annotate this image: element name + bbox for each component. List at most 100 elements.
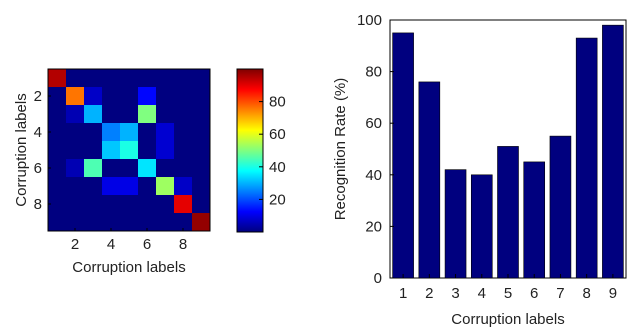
heatmap-cell xyxy=(84,213,103,232)
heatmap-cell xyxy=(48,159,67,178)
heatmap-cell xyxy=(84,141,103,160)
bar xyxy=(549,135,572,279)
heatmap-cell xyxy=(192,177,211,196)
heatmap-cell xyxy=(102,105,121,124)
heatmap-cell xyxy=(156,87,175,106)
heatmap-cell xyxy=(156,213,175,232)
heatmap-cell xyxy=(66,159,85,178)
heatmap-cell xyxy=(102,69,121,88)
heatmap-cell xyxy=(120,213,139,232)
bar-x-ticks: 1 2 3 4 5 6 7 8 9 xyxy=(399,274,617,302)
heatmap-cell xyxy=(84,87,103,106)
bar xyxy=(392,32,414,279)
heatmap-cell xyxy=(66,69,85,88)
heatmap-cell xyxy=(192,195,211,214)
heatmap-cell xyxy=(84,159,103,178)
bar-y-tick-label: 80 xyxy=(365,64,382,81)
heatmap-x-axis-label: Corruption labels xyxy=(72,259,185,276)
heatmap-cell xyxy=(66,105,85,124)
heatmap-cell xyxy=(120,195,139,214)
heatmap-frame xyxy=(47,68,211,232)
bar-y-tick-label: 20 xyxy=(365,218,382,235)
bar-y-tick-label: 0 xyxy=(374,270,382,287)
heatmap-cell xyxy=(66,195,85,214)
bar xyxy=(418,81,441,279)
heatmap-cell xyxy=(156,105,175,124)
heatmap-y-ticks: 2 4 6 8 xyxy=(34,88,51,213)
heatmap-cell xyxy=(138,69,157,88)
heatmap-cell xyxy=(192,123,211,142)
colorbar-gradient xyxy=(236,68,264,233)
heatmap-cell xyxy=(120,141,139,160)
heatmap-cell xyxy=(66,123,85,142)
bar-chart-axes: 0 20 40 60 80 100 1 2 3 4 5 6 7 8 9 Corruption labels… xyxy=(332,12,627,328)
heatmap-cell xyxy=(102,195,121,214)
heatmap-cell xyxy=(120,177,139,196)
heatmap-x-ticks: 2 4 6 8 xyxy=(71,228,187,253)
heatmap-cell xyxy=(174,123,193,142)
colorbar: 20 40 60 80 xyxy=(236,68,286,233)
heatmap-x-tick-label: 6 xyxy=(143,236,151,253)
heatmap-cell xyxy=(174,87,193,106)
bar-x-tick-label: 3 xyxy=(451,285,459,302)
heatmap-cell xyxy=(48,69,67,88)
bar-x-tick-label: 2 xyxy=(425,285,433,302)
heatmap-cell xyxy=(192,141,211,160)
bar-x-tick-label: 7 xyxy=(556,285,564,302)
heatmap-axes: 2 4 6 8 2 4 6 8 Corruption labels Corruption l… xyxy=(13,68,211,276)
heatmap-cell xyxy=(48,195,67,214)
heatmap-cell xyxy=(138,213,157,232)
heatmap-cell xyxy=(192,105,211,124)
colorbar-tick-label: 40 xyxy=(269,159,286,176)
heatmap-cell xyxy=(48,87,67,106)
heatmap-cell xyxy=(174,69,193,88)
heatmap-cell xyxy=(156,141,175,160)
heatmap-cell xyxy=(120,87,139,106)
heatmap-cell xyxy=(174,177,193,196)
heatmap-y-axis-label: Corruption labels xyxy=(13,93,30,206)
heatmap-cell xyxy=(120,69,139,88)
heatmap-cell xyxy=(174,159,193,178)
heatmap-cell xyxy=(48,105,67,124)
heatmap-cell xyxy=(66,87,85,106)
bar-x-tick-label: 4 xyxy=(478,285,486,302)
heatmap-cell xyxy=(174,105,193,124)
colorbar-tick-label: 20 xyxy=(269,191,286,208)
bar xyxy=(470,174,493,279)
heatmap-cell xyxy=(102,87,121,106)
heatmap-cell xyxy=(120,159,139,178)
heatmap-cell xyxy=(156,69,175,88)
bar-x-tick-label: 5 xyxy=(504,285,512,302)
heatmap-cell xyxy=(48,123,67,142)
heatmap-x-tick-label: 8 xyxy=(179,236,187,253)
heatmap-cell xyxy=(102,141,121,160)
heatmap-cell xyxy=(192,159,211,178)
heatmap-cell xyxy=(48,213,67,232)
heatmap-cell xyxy=(102,123,121,142)
bar-y-axis-label: Recognition Rate (%) xyxy=(332,78,349,221)
bar xyxy=(444,169,467,279)
heatmap-cell xyxy=(66,213,85,232)
bar-x-tick-label: 1 xyxy=(399,285,407,302)
heatmap-cell xyxy=(84,69,103,88)
bar-y-ticks: 0 20 40 60 80 100 xyxy=(357,12,394,287)
heatmap-cell xyxy=(48,141,67,160)
bar-y-tick-label: 100 xyxy=(357,12,382,29)
heatmap-cell xyxy=(174,141,193,160)
heatmap-cell xyxy=(102,213,121,232)
heatmap-cell xyxy=(138,177,157,196)
heatmap-cell xyxy=(156,177,175,196)
heatmap-y-tick-label: 2 xyxy=(34,88,42,105)
heatmap-cell xyxy=(192,69,211,88)
heatmap-cell xyxy=(138,123,157,142)
bar-series xyxy=(392,24,624,279)
heatmap-cell xyxy=(138,141,157,160)
colorbar-tick-label: 80 xyxy=(269,94,286,111)
heatmap-cell xyxy=(120,123,139,142)
bar-x-tick-label: 6 xyxy=(530,285,538,302)
heatmap-cell xyxy=(66,177,85,196)
heatmap-cell xyxy=(156,123,175,142)
heatmap-cell xyxy=(84,123,103,142)
heatmap-y-tick-label: 4 xyxy=(34,124,42,141)
heatmap-cell xyxy=(138,105,157,124)
